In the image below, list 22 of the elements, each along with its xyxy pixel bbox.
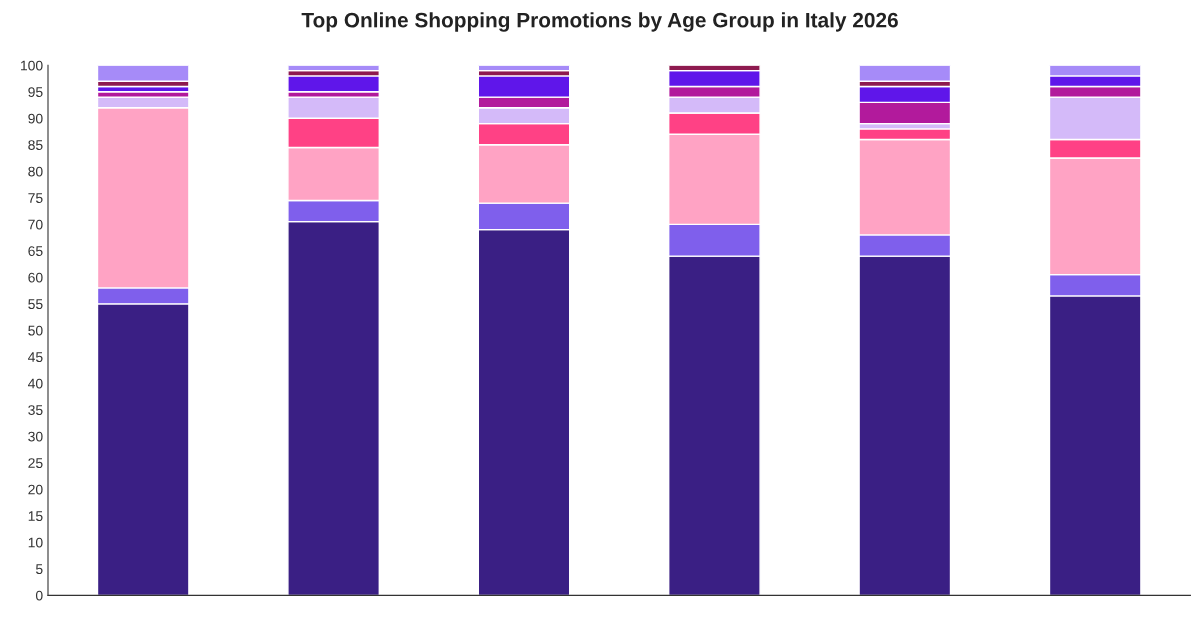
y-tick-label: 40 — [28, 378, 43, 389]
y-tick-label: 95 — [28, 87, 43, 97]
y-tick-label: 20 — [28, 484, 43, 495]
y-tick-label: 100 — [21, 60, 43, 71]
y-tick-label: 0 — [35, 590, 43, 601]
y-tick-label: 25 — [28, 458, 43, 469]
y-tick-label: 70 — [28, 219, 43, 230]
chart-title: Top Online Shopping Promotions by Age Group in Italy 2026 — [301, 12, 898, 32]
y-tick-label: 5 — [35, 564, 43, 575]
y-tick-label: 75 — [28, 193, 43, 203]
y-tick-label: 30 — [28, 431, 43, 442]
y-tick-label: 85 — [28, 140, 43, 150]
y-tick-label: 60 — [28, 272, 43, 283]
y-tick-label: 10 — [28, 537, 43, 548]
y-tick-label: 15 — [28, 511, 43, 522]
y-tick-label: 55 — [28, 299, 43, 309]
y-tick-label: 45 — [28, 352, 43, 362]
y-tick-label: 65 — [28, 246, 43, 256]
y-tick-label: 50 — [28, 325, 43, 336]
y-tick-label: 35 — [28, 405, 43, 415]
y-tick-label: 90 — [28, 113, 43, 124]
y-tick-label: 80 — [28, 166, 43, 177]
